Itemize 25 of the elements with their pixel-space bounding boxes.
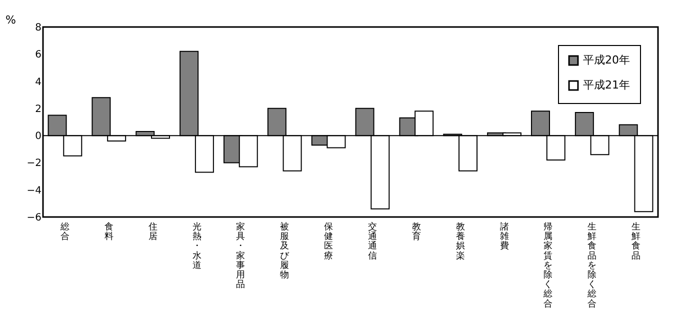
category-label: 帰属家賃を除く総合 (544, 222, 553, 310)
y-tick-label: 6 (35, 50, 42, 61)
category-label: 生鮮食品を除く総合 (588, 222, 597, 310)
x-tick-label: 住居 (148, 222, 158, 242)
y-tick-label: 2 (35, 104, 42, 115)
legend-label: 平成21年 (583, 78, 630, 92)
legend-label: 平成20年 (583, 54, 630, 66)
x-tick-label: 諸雑費 (500, 222, 509, 252)
x-tick-label: 家具・家事用品 (236, 222, 246, 290)
x-tick-label: 教育 (412, 222, 421, 242)
x-tick-label: 食料 (104, 222, 114, 242)
x-tick-label: 被服及び履物 (280, 222, 290, 280)
y-tick-label: 8 (35, 22, 42, 34)
y-tick-label: −6 (26, 212, 42, 224)
x-tick-label: 光熱・水道 (192, 222, 202, 271)
y-tick-label: −2 (26, 158, 42, 170)
x-tick-label: 総合 (59, 222, 70, 242)
x-tick-label: 交通通信 (368, 222, 377, 262)
y-tick-label: 4 (35, 76, 42, 88)
y-tick-label: 0 (35, 131, 42, 142)
y-axis-title: % (6, 14, 16, 26)
x-tick-label: 保健医療 (324, 222, 334, 262)
x-tick-label: 生鮮食品 (632, 222, 641, 262)
x-tick-label: 教養娯楽 (456, 222, 465, 262)
y-tick-label: −4 (26, 185, 42, 196)
